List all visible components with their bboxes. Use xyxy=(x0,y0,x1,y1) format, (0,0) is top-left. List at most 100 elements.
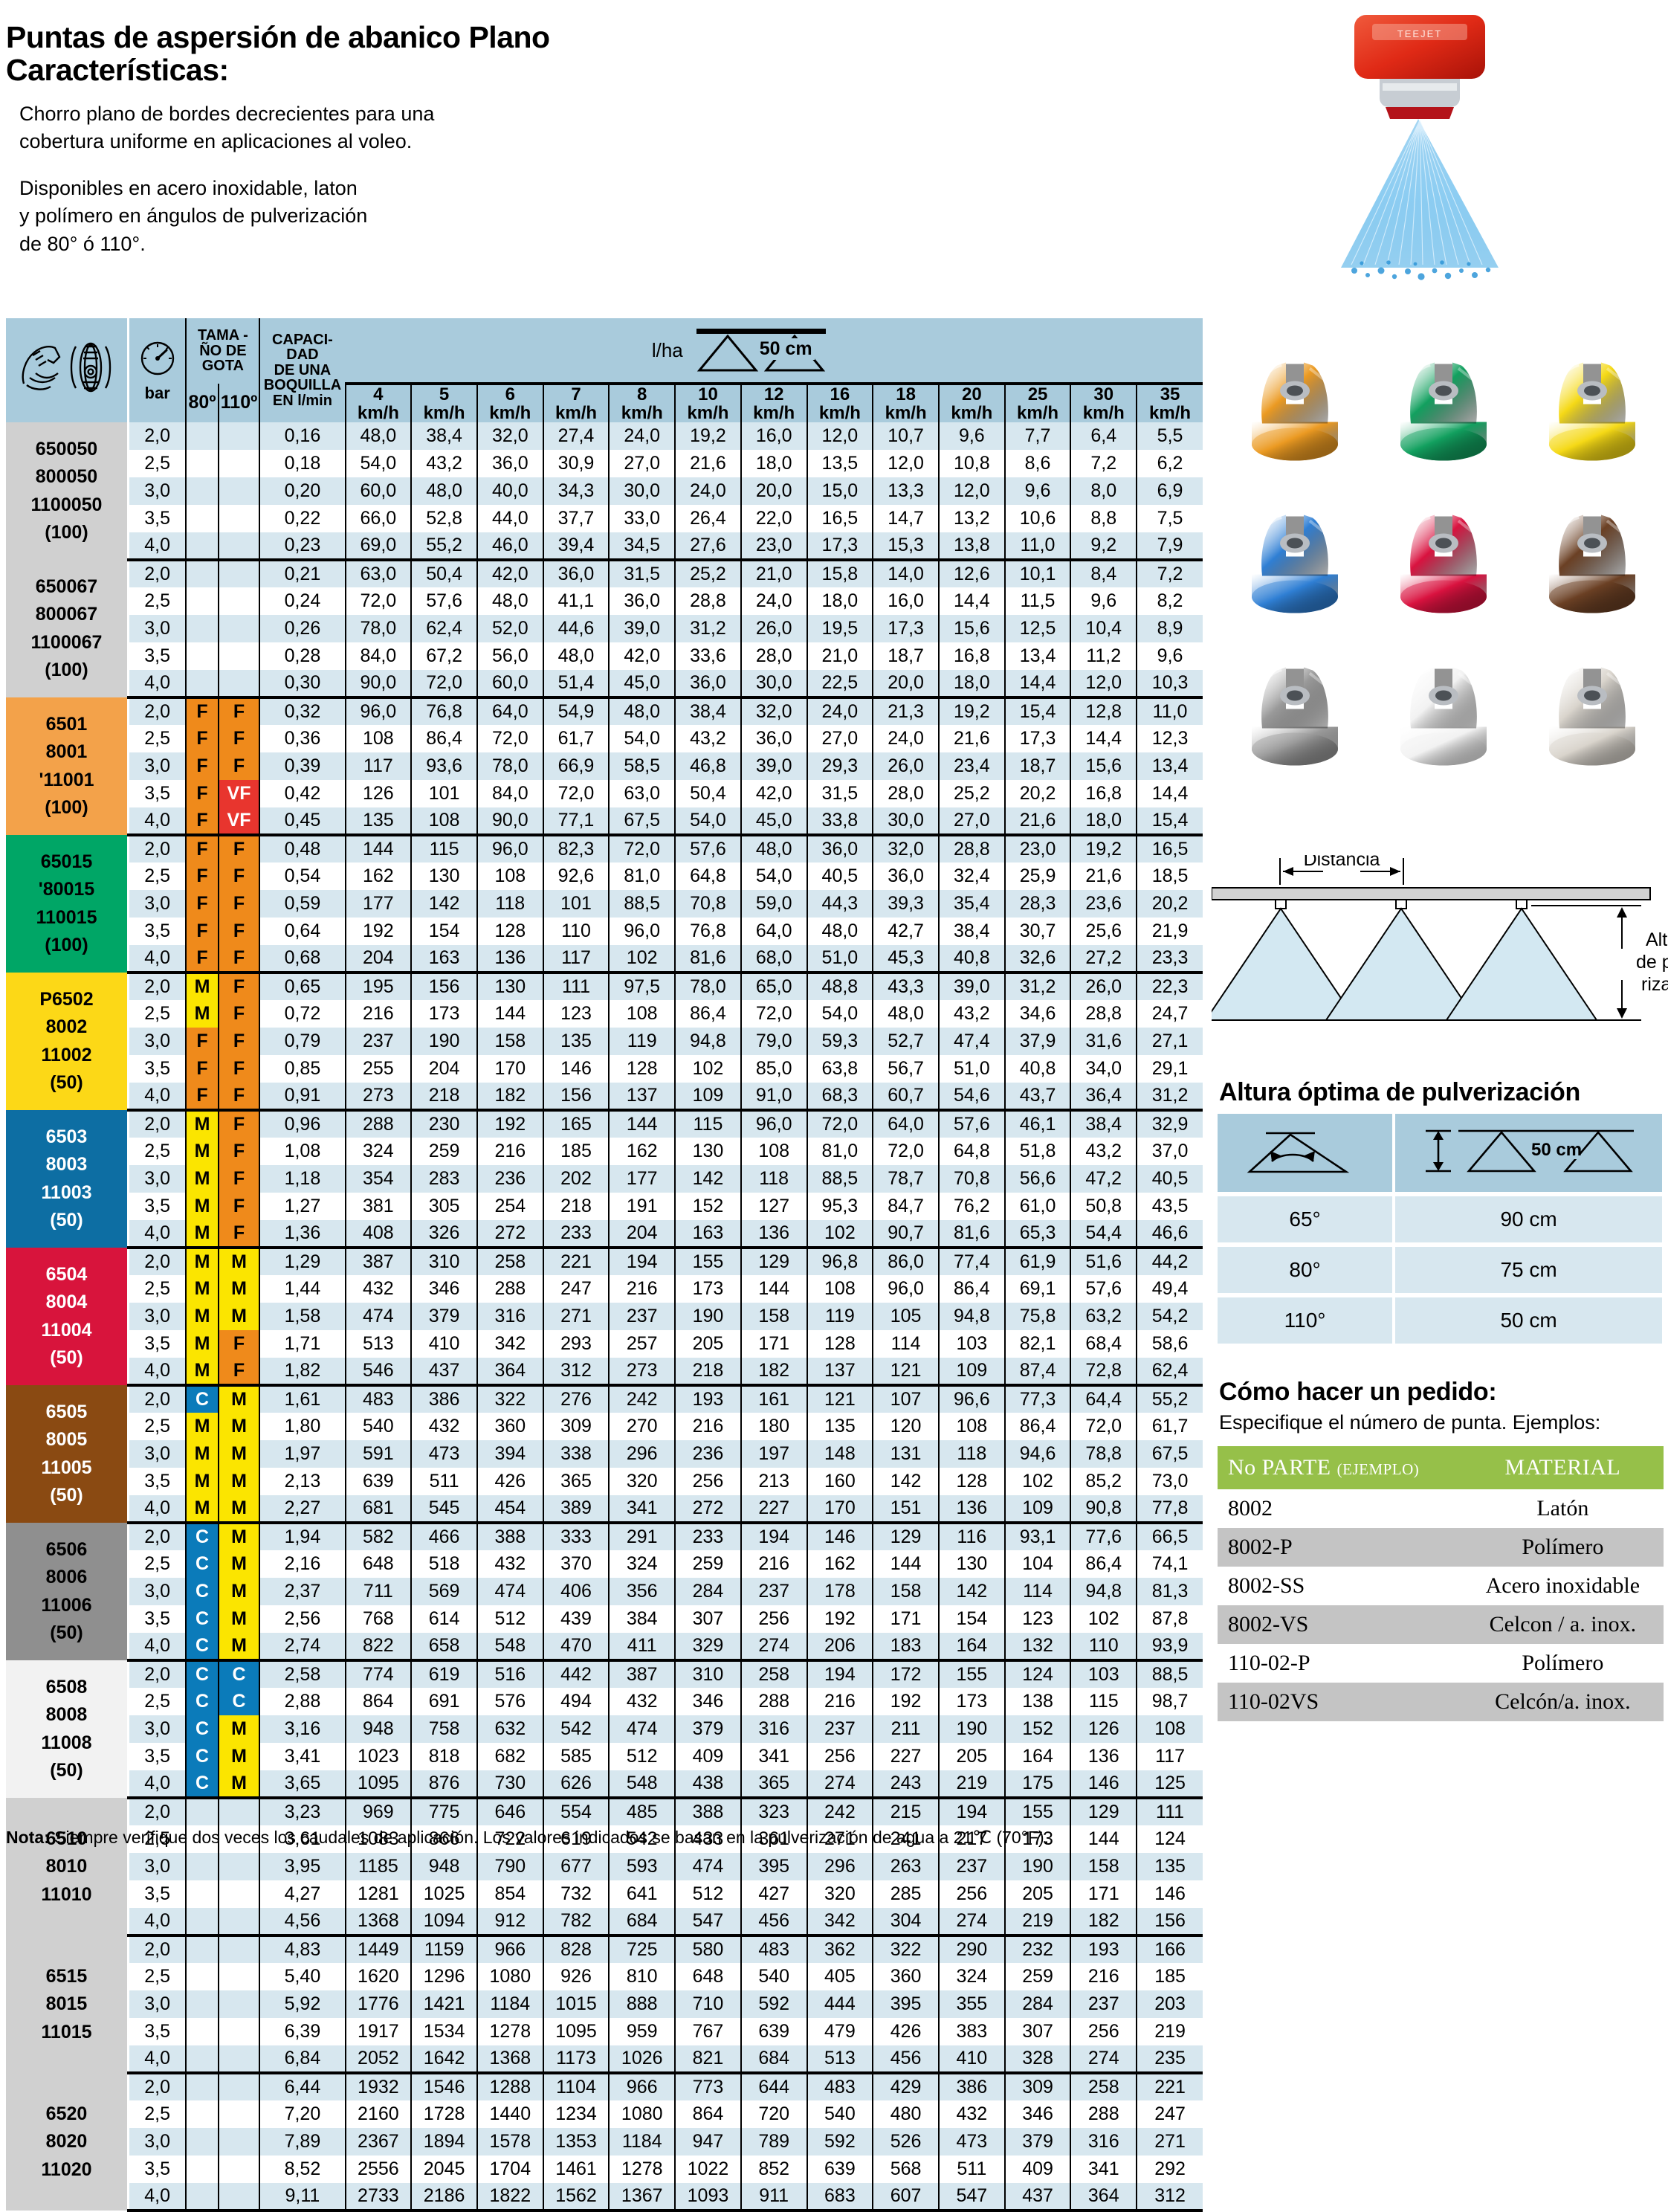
droplet-size-80: C xyxy=(185,1523,219,1551)
droplet-size-80: F xyxy=(185,780,219,808)
rate-20kmh: 96,6 xyxy=(937,1385,1005,1413)
rate-12kmh: 42,0 xyxy=(740,780,807,808)
capacity-lmin: 3,65 xyxy=(259,1770,346,1800)
rate-6kmh: 56,0 xyxy=(476,642,543,671)
rate-5kmh: 115 xyxy=(410,835,477,863)
bar-value: 2,0 xyxy=(127,697,187,726)
rate-35kmh: 61,7 xyxy=(1136,1413,1203,1441)
rate-20kmh: 21,6 xyxy=(937,725,1005,753)
capacity-lmin: 9,11 xyxy=(259,2183,346,2212)
rate-5kmh: 1894 xyxy=(410,2128,477,2156)
rate-6kmh: 1368 xyxy=(476,2045,543,2075)
group-label-line: 8002 xyxy=(45,1016,88,1038)
rate-35kmh: 55,2 xyxy=(1136,1385,1203,1413)
rate-16kmh: 36,0 xyxy=(806,835,873,863)
rate-18kmh: 183 xyxy=(872,1633,939,1663)
rate-7kmh: 61,7 xyxy=(542,725,610,753)
rate-16kmh: 51,0 xyxy=(806,945,873,975)
rate-8kmh: 384 xyxy=(608,1605,676,1634)
rate-35kmh: 135 xyxy=(1136,1853,1203,1881)
rate-8kmh: 641 xyxy=(608,1880,676,1909)
rate-20kmh: 410 xyxy=(937,2045,1005,2075)
table-row: 3,0 0,26 78,0 62,4 52,0 44,6 39,0 31,2 26,0 19,5 1… xyxy=(6,615,1203,643)
rate-25kmh: 164 xyxy=(1003,1743,1071,1771)
group-label-line: (50) xyxy=(50,1760,83,1781)
rate-4kmh: 288 xyxy=(344,1110,412,1138)
rate-8kmh: 257 xyxy=(608,1330,676,1358)
rate-10kmh: 50,4 xyxy=(674,780,741,808)
distancia-text: Distancia xyxy=(1304,855,1380,870)
rate-8kmh: 48,0 xyxy=(608,697,676,726)
rate-18kmh: 16,0 xyxy=(872,587,939,616)
rate-10kmh: 1022 xyxy=(674,2155,741,2184)
rate-8kmh: 31,5 xyxy=(608,560,676,588)
rate-16kmh: 121 xyxy=(806,1385,873,1413)
rate-20kmh: 237 xyxy=(937,1853,1005,1881)
bar-value: 2,5 xyxy=(127,1825,187,1854)
bar-value: 2,0 xyxy=(127,2073,187,2101)
spray-height-value: 50 cm xyxy=(1395,1297,1662,1344)
rate-4kmh: 54,0 xyxy=(344,450,412,478)
rate-6kmh: 790 xyxy=(476,1853,543,1881)
nozzle-capacity-table: bar TAMA - ÑO DE GOTA CAPACI- DAD DE UNA… xyxy=(6,318,1203,2212)
rate-8kmh: 27,0 xyxy=(608,450,676,478)
droplet-size-110: F xyxy=(217,973,260,1001)
material-column-header: MATERIAL xyxy=(1461,1446,1664,1489)
capacity-lmin: 3,23 xyxy=(259,1798,346,1826)
rate-30kmh: 34,0 xyxy=(1070,1055,1137,1083)
rate-7kmh: 247 xyxy=(542,1275,610,1303)
rate-6kmh: 72,0 xyxy=(476,725,543,753)
droplet-size-110: VF xyxy=(217,807,260,837)
rate-35kmh: 23,3 xyxy=(1136,945,1203,975)
table-row: 4,0 C M 3,65 1095 876 730 626 548 438 365 274 243 219… xyxy=(6,1770,1203,1800)
bar-value: 2,5 xyxy=(127,1963,187,1991)
bar-value: 3,5 xyxy=(127,780,187,808)
rate-6kmh: 426 xyxy=(476,1468,543,1496)
ordering-row: 110-02VS Celcón/a. inox. xyxy=(1218,1683,1664,1721)
nozzle-group-label: 65015 '80015 110015 (100) xyxy=(6,835,129,973)
rate-30kmh: 94,8 xyxy=(1070,1578,1137,1606)
rate-12kmh: 85,0 xyxy=(740,1055,807,1083)
rate-16kmh: 271 xyxy=(806,1825,873,1854)
rate-18kmh: 30,0 xyxy=(872,807,939,837)
rate-5kmh: 866 xyxy=(410,1825,477,1854)
rate-4kmh: 2052 xyxy=(344,2045,412,2075)
bar-value: 3,0 xyxy=(127,1715,187,1744)
rate-16kmh: 48,8 xyxy=(806,973,873,1001)
rate-25kmh: 77,3 xyxy=(1003,1385,1071,1413)
rate-20kmh: 76,2 xyxy=(937,1193,1005,1221)
rate-10kmh: 76,8 xyxy=(674,918,741,946)
group-label-line: (100) xyxy=(45,660,88,681)
rate-5kmh: 218 xyxy=(410,1083,477,1112)
rate-18kmh: 56,7 xyxy=(872,1055,939,1083)
rate-16kmh: 242 xyxy=(806,1798,873,1826)
rate-8kmh: 67,5 xyxy=(608,807,676,837)
rate-8kmh: 485 xyxy=(608,1798,676,1826)
rate-8kmh: 966 xyxy=(608,2073,676,2101)
droplet-size-80: F xyxy=(185,945,219,975)
table-head: bar TAMA - ÑO DE GOTA CAPACI- DAD DE UNA… xyxy=(6,318,1203,423)
droplet-size-110 xyxy=(217,560,260,588)
bar-value: 3,0 xyxy=(127,1440,187,1468)
table-row: 3,5 M F 1,71 513 410 342 293 257 205 171 128 114 103 8… xyxy=(6,1330,1203,1358)
nozzle-group-label: 6505 8005 11005 (50) xyxy=(6,1385,129,1523)
rate-12kmh: 22,0 xyxy=(740,505,807,533)
rate-12kmh: 395 xyxy=(740,1853,807,1881)
droplet-size-110 xyxy=(217,2045,260,2075)
rate-6kmh: 60,0 xyxy=(476,670,543,700)
rate-8kmh: 162 xyxy=(608,1138,676,1166)
rate-10kmh: 21,6 xyxy=(674,450,741,478)
droplet-size-110 xyxy=(217,1880,260,1909)
rate-18kmh: 96,0 xyxy=(872,1275,939,1303)
rate-12kmh: 540 xyxy=(740,1963,807,1991)
rate-8kmh: 45,0 xyxy=(608,670,676,700)
droplet-size-110: M xyxy=(217,1523,260,1551)
droplet-size-80 xyxy=(185,1798,219,1826)
bar-value: 3,5 xyxy=(127,505,187,533)
bar-value: 2,5 xyxy=(127,1275,187,1303)
rate-8kmh: 1367 xyxy=(608,2183,676,2212)
droplet-size-110 xyxy=(217,2018,260,2046)
capacity-lmin: 3,16 xyxy=(259,1715,346,1744)
rate-7kmh: 202 xyxy=(542,1165,610,1193)
rate-30kmh: 72,8 xyxy=(1070,1358,1137,1387)
